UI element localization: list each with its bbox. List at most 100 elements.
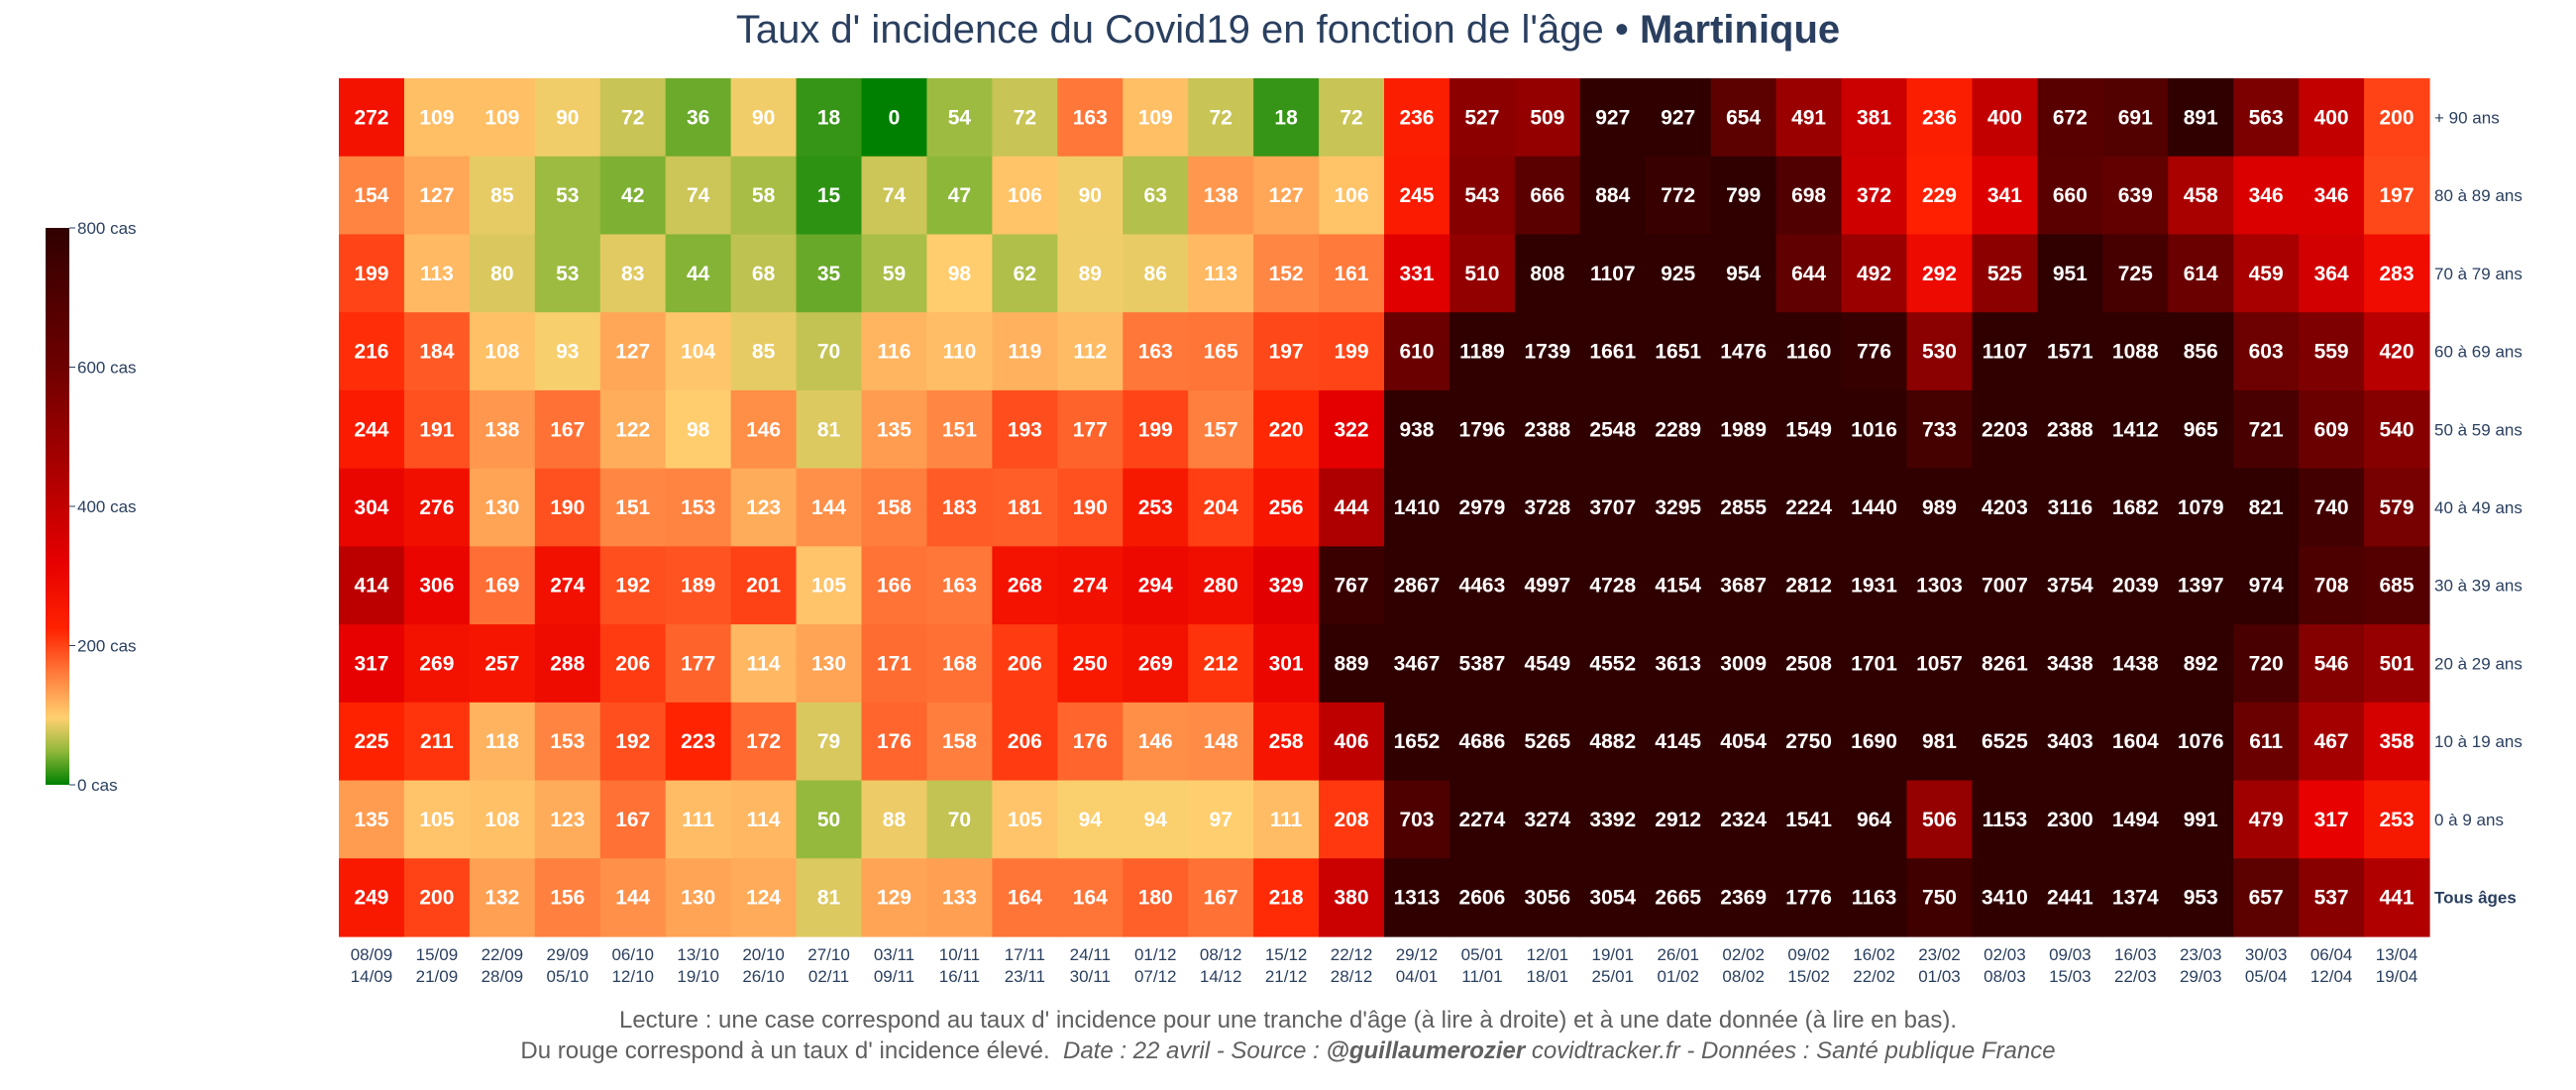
x-tick-label-end: 16/11: [939, 967, 980, 986]
cell-value-label: 2867: [1394, 575, 1441, 598]
cell-value-label: 152: [1269, 263, 1304, 285]
cell-value-label: 341: [1987, 184, 2022, 207]
heatmap-cell: [992, 702, 1058, 782]
colorbar: 0 cas 200 cas 400 cas 600 cas 800 cas: [46, 219, 137, 795]
heatmap-cell: [403, 78, 471, 158]
heatmap-cell: [2233, 702, 2300, 782]
heatmap-cell: [2364, 78, 2430, 158]
heatmap-cell: [926, 546, 993, 625]
cell-value-label: 889: [1335, 652, 1369, 675]
heatmap-cell: [665, 702, 732, 782]
heatmap-cell: [861, 389, 928, 470]
heatmap-cell: [1123, 468, 1189, 547]
cell-value-label: 776: [1857, 341, 1891, 364]
cell-value-label: 530: [1922, 341, 1957, 364]
x-tick-label-start: 23/02: [1918, 945, 1961, 964]
x-tick-label-end: 18/01: [1527, 967, 1569, 986]
cell-value-label: 122: [615, 418, 650, 441]
cell-value-label: 4145: [1655, 730, 1701, 753]
heatmap-cell: [861, 546, 928, 625]
cell-value-label: 177: [681, 652, 715, 675]
heatmap-cell: [403, 156, 471, 236]
cell-value-label: 184: [419, 341, 454, 364]
heatmap-cell: [1972, 312, 2038, 391]
heatmap-cell: [2037, 702, 2103, 782]
heatmap-cell: [1319, 858, 1385, 937]
heatmap-cell: [1384, 546, 1450, 625]
heatmap-cell: [992, 624, 1058, 704]
cell-value-label: 288: [550, 652, 585, 675]
heatmap-cell: [2102, 156, 2169, 236]
heatmap-cell: [1057, 312, 1124, 391]
cell-value-label: 3410: [1982, 887, 2028, 910]
heatmap-cell: [2168, 624, 2234, 704]
x-tick-label-end: 02/11: [808, 967, 849, 986]
cell-value-label: 58: [752, 184, 776, 207]
heatmap-cell: [730, 312, 798, 391]
heatmap-cell: [534, 624, 601, 704]
cell-value-label: 4549: [1524, 652, 1570, 675]
heatmap-cell: [2299, 468, 2365, 547]
x-tick-label-start: 30/03: [2245, 945, 2288, 964]
cell-value-label: 192: [615, 730, 650, 753]
x-tick-label-end: 05/04: [2245, 967, 2288, 986]
cell-value-label: 1440: [1851, 496, 1897, 519]
cell-value-label: 114: [747, 652, 781, 675]
cell-value-label: 1374: [2112, 887, 2159, 910]
cell-value-label: 72: [621, 106, 644, 129]
cell-value-label: 821: [2249, 496, 2284, 519]
x-tick-label-start: 06/10: [611, 945, 654, 964]
heatmap-cell: [1449, 780, 1516, 859]
heatmap-cell: [403, 546, 471, 625]
heatmap-cell: [926, 312, 993, 391]
cell-value-label: 218: [1269, 887, 1304, 910]
heatmap-cell: [665, 624, 732, 704]
cell-value-label: 116: [878, 341, 912, 364]
cell-value-label: 3707: [1589, 496, 1636, 519]
cell-value-label: 197: [2380, 184, 2415, 207]
heatmap-cell: [2168, 780, 2234, 859]
heatmap-cell: [2299, 858, 2365, 937]
heatmap-cell: [2299, 702, 2365, 782]
cell-value-label: 274: [1073, 575, 1108, 598]
cell-value-label: 364: [2314, 263, 2349, 285]
heatmap-cell: [2299, 780, 2365, 859]
cell-value-label: 199: [354, 263, 388, 285]
heatmap-cell: [1449, 78, 1516, 158]
heatmap-cell: [1188, 702, 1254, 782]
heatmap-cell: [992, 312, 1058, 391]
heatmap-cell: [730, 234, 798, 313]
cell-value-label: 44: [687, 263, 710, 285]
heatmap-cell: [1841, 624, 1908, 704]
heatmap-cell: [861, 780, 928, 859]
heatmap-cell: [403, 389, 471, 470]
cell-value-label: 146: [746, 418, 781, 441]
cell-value-label: 163: [1073, 106, 1108, 129]
cell-value-label: 123: [550, 809, 585, 831]
cell-value-label: 200: [2380, 106, 2415, 129]
x-tick-label-end: 09/11: [874, 967, 914, 986]
cell-value-label: 1796: [1459, 418, 1506, 441]
x-tick-label-start: 03/11: [874, 945, 914, 964]
cell-value-label: 171: [877, 652, 912, 675]
heatmap-cell: [1514, 468, 1581, 547]
heatmap-cell: [730, 78, 798, 158]
cell-value-label: 158: [877, 496, 912, 519]
x-tick-label-end: 08/02: [1722, 967, 1765, 986]
cell-value-label: 2324: [1720, 809, 1767, 831]
cell-value-label: 989: [1922, 496, 1957, 519]
cell-value-label: 68: [752, 263, 776, 285]
cell-value-label: 283: [2380, 263, 2415, 285]
cell-value-label: 691: [2118, 106, 2153, 129]
heatmap-cell: [2233, 78, 2300, 158]
cell-value-label: 212: [1204, 652, 1238, 675]
x-tick-label-end: 01/03: [1918, 967, 1961, 986]
cell-value-label: 94: [1079, 809, 1103, 831]
x-tick-label-start: 15/12: [1265, 945, 1308, 964]
heatmap-cell: [730, 468, 798, 547]
cell-value-label: 135: [877, 418, 912, 441]
footer-reading-note: Du rouge correspond à un taux d' inciden…: [520, 1037, 1050, 1064]
cell-value-label: 7007: [1982, 575, 2028, 598]
cell-value-label: 1088: [2112, 341, 2159, 364]
cell-value-label: 274: [550, 575, 585, 598]
